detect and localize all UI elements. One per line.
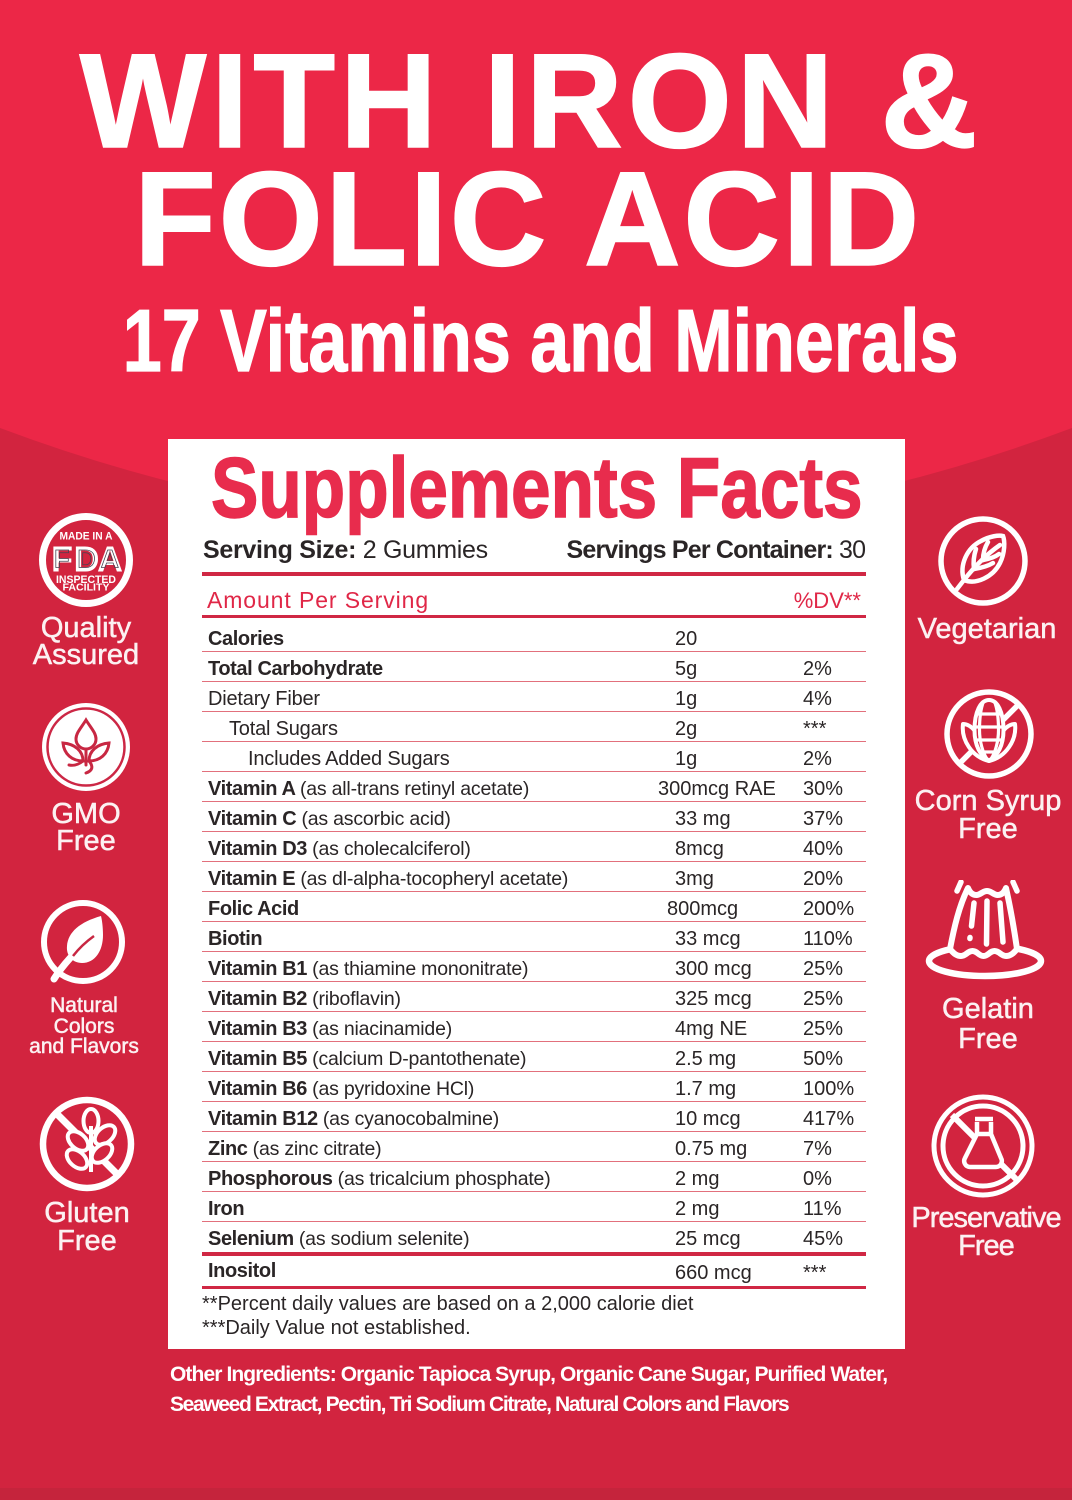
svg-text:FACILITY: FACILITY — [63, 583, 110, 594]
svg-text:MADE IN A: MADE IN A — [60, 531, 113, 543]
svg-text:INSPECTED: INSPECTED — [56, 574, 116, 586]
svg-text:D: D — [74, 539, 100, 580]
svg-text:A: A — [101, 546, 119, 574]
svg-text:A: A — [97, 539, 123, 580]
svg-text:F: F — [54, 546, 69, 574]
svg-text:D: D — [77, 546, 95, 574]
svg-text:F: F — [51, 539, 73, 580]
